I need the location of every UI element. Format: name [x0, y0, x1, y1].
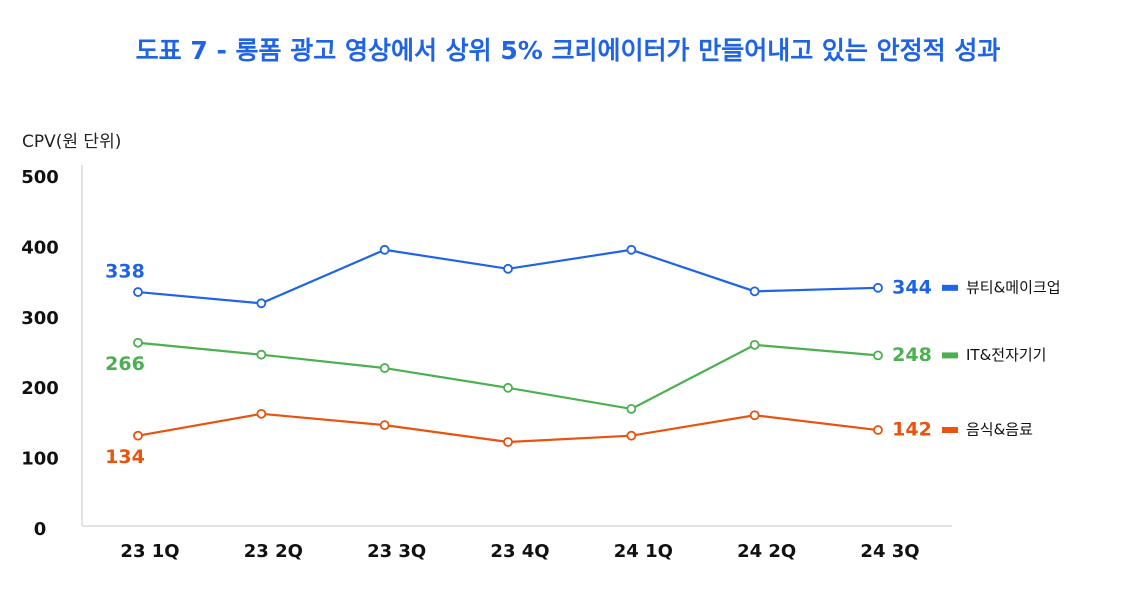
legend-swatch	[942, 352, 958, 359]
legend-label: 음식&음료	[966, 421, 1033, 439]
data-point	[503, 382, 513, 393]
y-tick-label: 0	[34, 519, 47, 540]
data-point	[503, 437, 513, 447]
data-point	[749, 410, 760, 421]
data-point	[626, 244, 637, 255]
legend-label: 뷰티&메이크업	[966, 278, 1061, 296]
data-point	[873, 350, 883, 361]
value-label: 338	[105, 261, 145, 283]
data-point	[379, 420, 390, 431]
chart-title: 도표 7 - 롱폼 광고 영상에서 상위 5% 크리에이터가 만들어내고 있는 …	[136, 36, 1001, 65]
data-point	[749, 339, 760, 350]
x-tick-label: 24 3Q	[860, 541, 919, 562]
x-tick-label: 24 1Q	[614, 541, 673, 562]
x-tick-label: 24 2Q	[737, 541, 796, 562]
series-line	[137, 248, 879, 305]
x-tick-label: 23 4Q	[490, 541, 549, 562]
legend-swatch	[942, 284, 958, 291]
value-label: 134	[105, 446, 145, 468]
data-point	[256, 349, 267, 360]
data-point	[256, 298, 267, 309]
y-axis-label: CPV(원 단위)	[22, 132, 121, 152]
data-point	[133, 430, 143, 441]
x-tick-label: 23 1Q	[120, 541, 179, 562]
series-line	[137, 341, 879, 411]
data-point	[873, 282, 883, 293]
legend-swatch	[942, 427, 958, 434]
data-point	[626, 404, 637, 414]
value-label: 266	[105, 353, 145, 375]
value-label: 344	[892, 276, 932, 298]
value-label: 142	[892, 419, 932, 441]
data-point	[749, 286, 760, 297]
data-point	[503, 263, 513, 274]
data-point	[379, 363, 390, 373]
data-point	[626, 430, 637, 441]
data-point	[379, 244, 390, 255]
x-tick-label: 23 3Q	[367, 541, 426, 562]
value-label: 248	[892, 344, 932, 366]
data-point	[256, 408, 267, 419]
data-point	[133, 287, 143, 297]
data-point	[873, 425, 883, 435]
y-tick-label: 200	[21, 378, 59, 399]
legend-label: IT&전자기기	[966, 346, 1046, 364]
x-tick-label: 23 2Q	[244, 541, 303, 562]
y-tick-label: 300	[21, 308, 59, 329]
data-point	[133, 337, 143, 348]
y-tick-label: 400	[21, 237, 59, 258]
y-tick-label: 100	[21, 449, 59, 470]
y-tick-label: 500	[21, 167, 59, 188]
